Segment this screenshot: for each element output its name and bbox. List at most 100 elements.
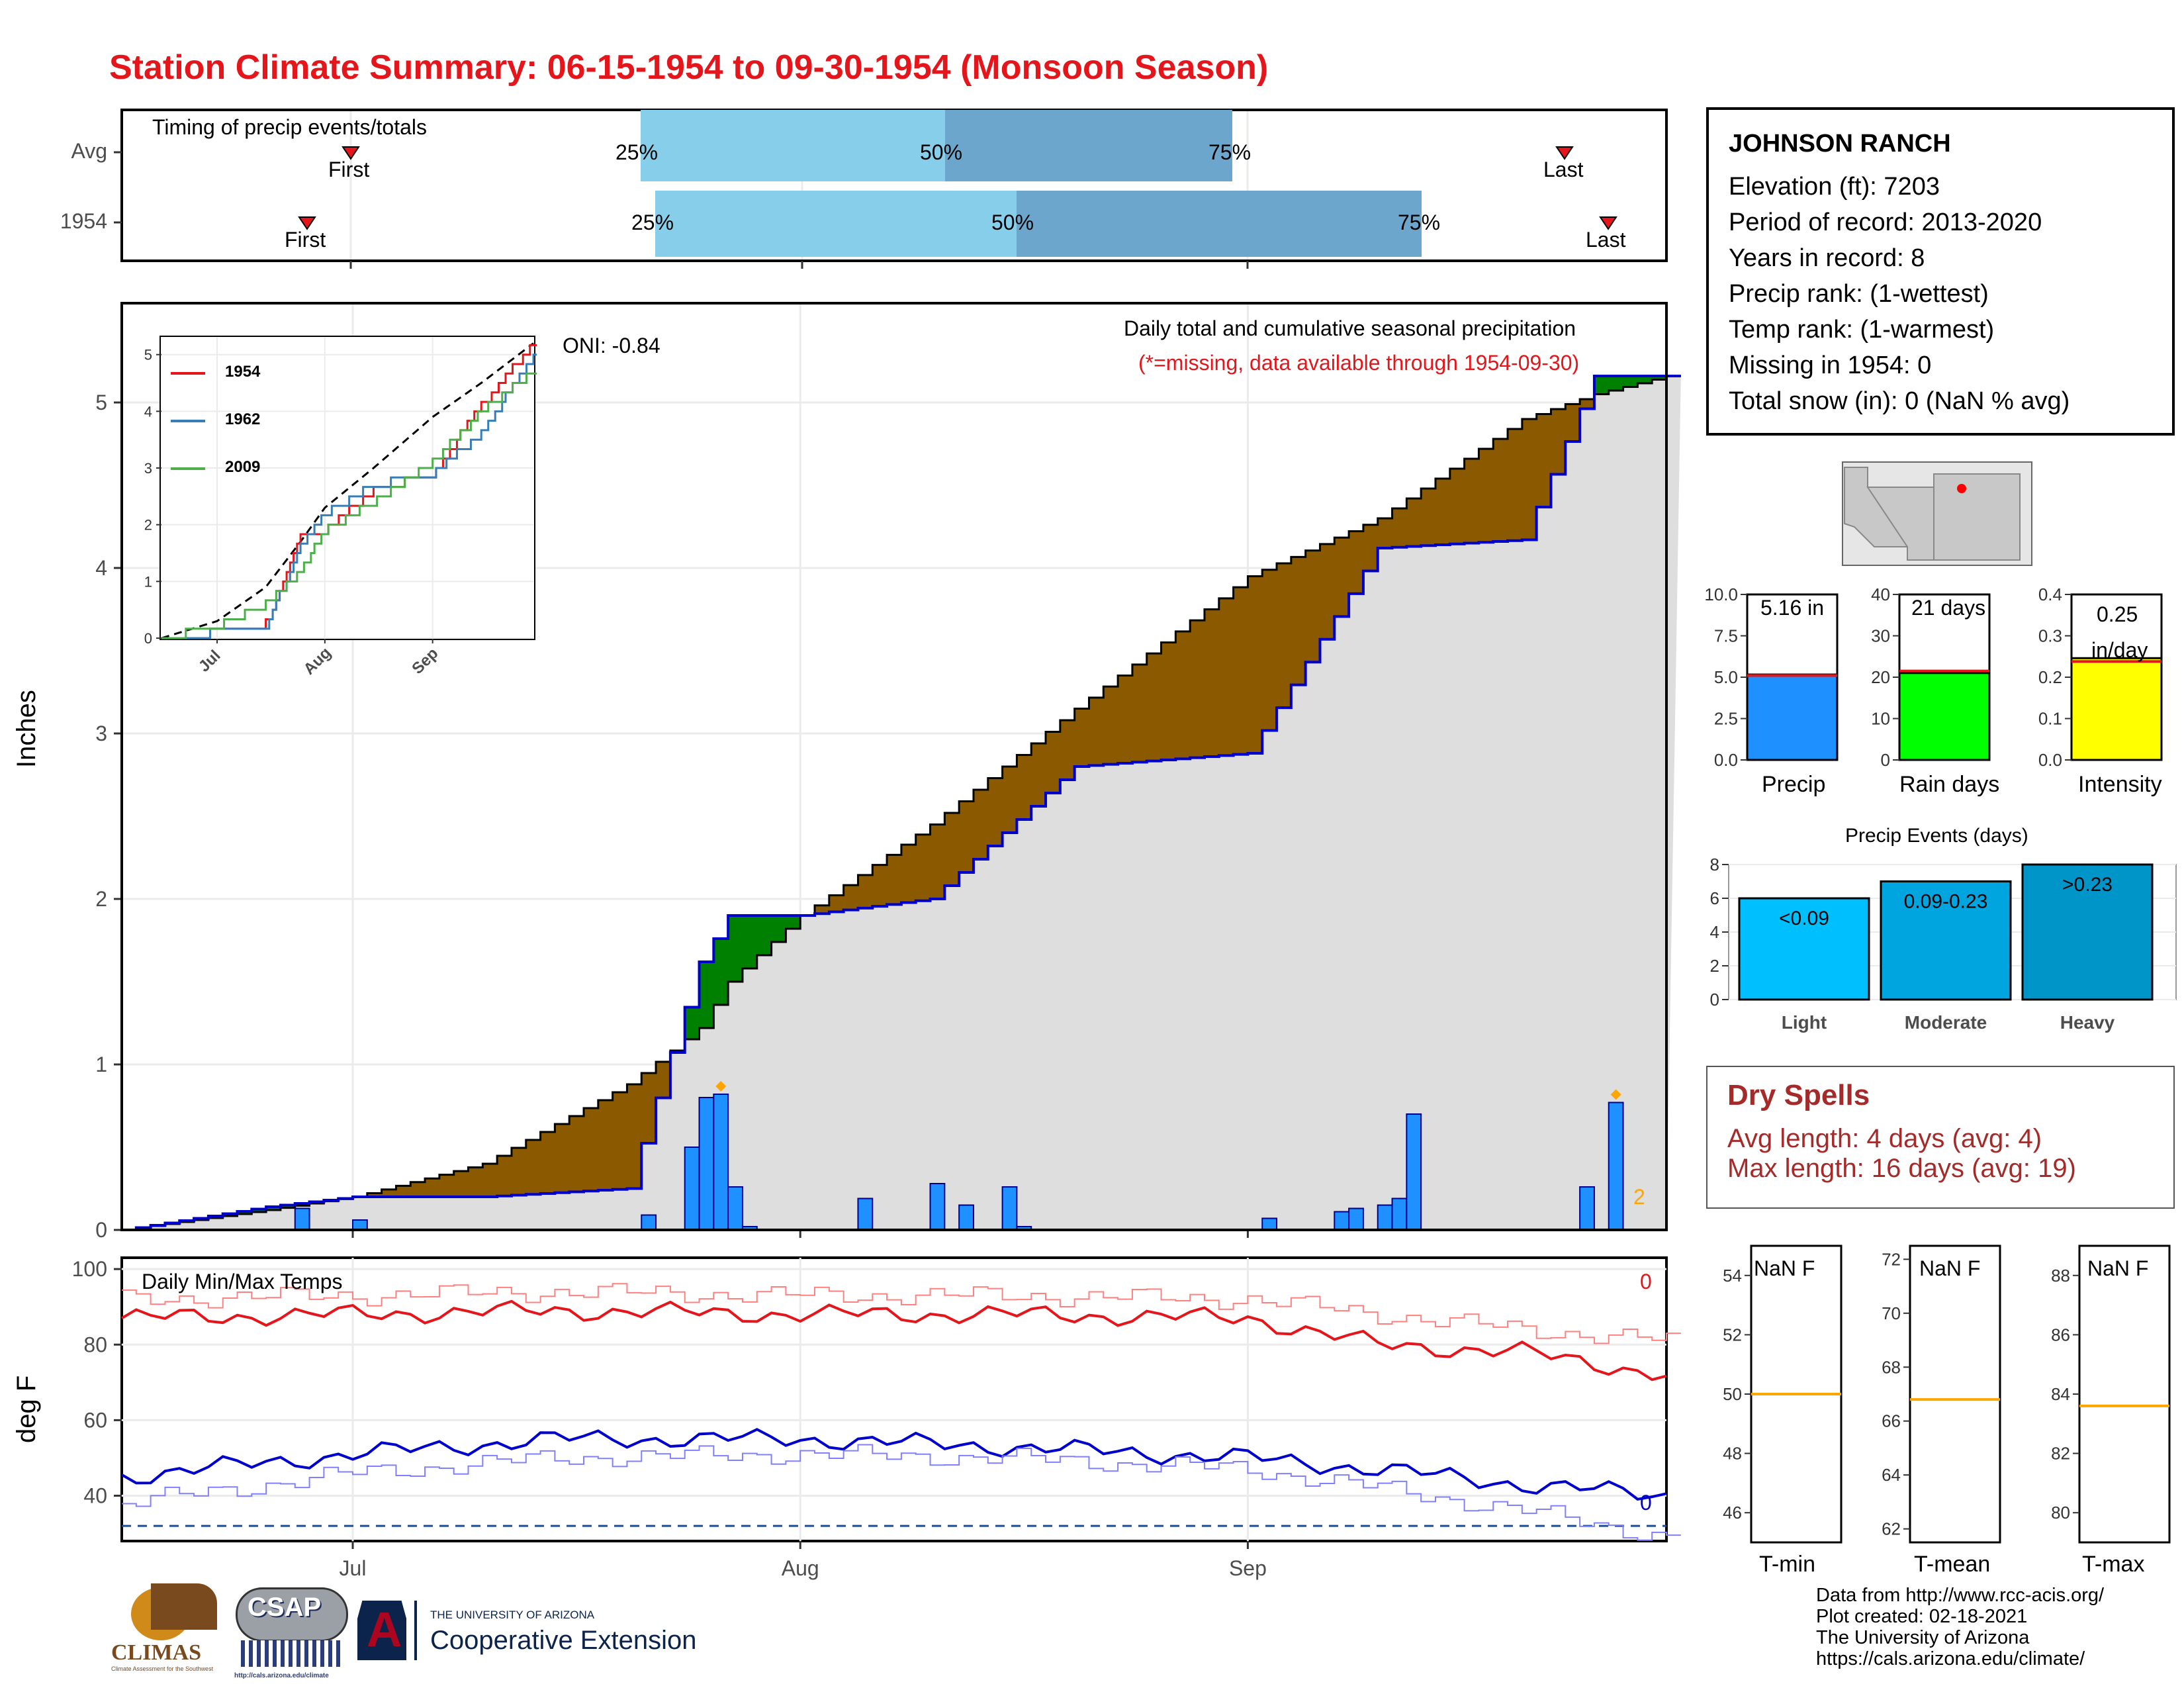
station-location-dot	[1957, 484, 1966, 493]
daily-precip-bar	[1391, 1197, 1408, 1231]
precip-ytick-label: 0	[95, 1218, 107, 1242]
precip-diff-area	[381, 1189, 396, 1197]
precip-diff-area	[1565, 404, 1580, 442]
temp-ytick-label: 40	[83, 1484, 107, 1508]
summary-bars: 0.0 2.5 5.0 7.5 10.0 0 10 20 30 40 0.0 0.1 0.2 0.3 0.4	[1704, 585, 2163, 770]
tbox-label: T-min	[1759, 1552, 1815, 1577]
daily-precip-bar	[1579, 1186, 1595, 1231]
temp-caption: Daily Min/Max Temps	[142, 1270, 343, 1293]
precip-diff-area	[1608, 376, 1624, 391]
summary-ytick-label: 7.5	[1714, 626, 1738, 646]
legend-label: 1954	[225, 363, 261, 381]
precip-ytick-label: 3	[95, 722, 107, 745]
daily-precip-bar	[1261, 1217, 1278, 1231]
precip-diff-area	[1464, 459, 1479, 543]
precip-diff-area	[1074, 708, 1089, 767]
precip-diff-area	[1103, 686, 1118, 765]
yr-p75: 75%	[1398, 211, 1441, 234]
timing-svg	[114, 109, 1668, 269]
precip-diff-area	[656, 1062, 671, 1098]
summary-label: Rain days	[1899, 772, 2000, 797]
summary-ytick-label: 40	[1871, 585, 1890, 604]
precip-diff-area	[266, 1207, 281, 1210]
precip-diff-area	[1002, 767, 1017, 833]
precip-diff-area	[208, 1216, 224, 1218]
ua-logo-icon[interactable]: A	[357, 1601, 406, 1660]
legend-swatch	[171, 467, 205, 470]
avg-p75: 75%	[1208, 140, 1251, 164]
summary-ytick-label: 10	[1871, 709, 1890, 729]
daily-precip-bar	[698, 1097, 715, 1231]
avg-bar-upper	[945, 110, 1232, 181]
summary-ytick-label: 20	[1871, 667, 1890, 687]
summary-ytick-label: 5.0	[1714, 667, 1738, 687]
temp-box-ytick-label: 52	[1723, 1325, 1742, 1344]
precip-diff-area	[612, 1092, 627, 1190]
legend-swatch	[171, 420, 205, 422]
temp-box-ytick-label: 68	[1882, 1357, 1901, 1377]
summary-ytick-label: 0.2	[2038, 667, 2062, 687]
precip-diff-area	[915, 834, 931, 901]
timing-row-label: 1954	[60, 209, 107, 233]
precip-diff-area	[742, 915, 758, 968]
precip-diff-area	[555, 1124, 570, 1193]
csap-text: CSAP	[248, 1593, 322, 1622]
summary-ytick-label: 10.0	[1704, 585, 1738, 604]
inset-ytick-label: 5	[144, 347, 152, 363]
tbox-value: NaN F	[1754, 1256, 1815, 1280]
precip-diff-area	[1349, 531, 1364, 594]
precip-diff-area	[1551, 409, 1566, 475]
precip-diff-area	[1305, 550, 1320, 663]
precip-diff-area	[771, 915, 786, 942]
precip-diff-area	[1479, 449, 1494, 543]
inset-ytick-label: 3	[144, 460, 152, 477]
page-title: Station Climate Summary: 06-15-1954 to 0…	[109, 48, 1269, 87]
dry-spells-title: Dry Spells	[1727, 1079, 1870, 1111]
yr-last-marker	[1599, 216, 1617, 230]
precip-diff-area	[684, 1007, 700, 1039]
summary-value: 21 days	[1911, 596, 1986, 620]
precip-ylabel: Inches	[12, 690, 41, 768]
precip-diff-area	[944, 813, 960, 886]
daily-precip-bar	[1348, 1207, 1364, 1231]
precip-diff-area	[497, 1156, 512, 1196]
temp-boxes: 46 48 50 52 54 62 64 66 68 70 72 80 82 84 86 88	[1723, 1244, 2171, 1544]
daily-precip-bar	[741, 1226, 758, 1231]
precip-ytick-label: 4	[95, 556, 107, 580]
tbox-label: T-mean	[1914, 1552, 1991, 1577]
precip-diff-area	[1046, 731, 1061, 793]
credits: Data from http://www.rcc-acis.org/ Plot …	[1816, 1585, 2104, 1669]
temp-xtick-label: Jul	[340, 1556, 367, 1580]
climas-mountain-icon	[151, 1583, 217, 1630]
precip-diff-area	[1623, 376, 1638, 387]
precip-diff-area	[1320, 543, 1335, 639]
avg-last-label: Last	[1543, 158, 1584, 181]
yr-p25: 25%	[631, 211, 674, 234]
events-ytick-label: 0	[1710, 990, 1719, 1009]
precip-diff-area	[641, 1073, 657, 1143]
temp-xtick-label: Sep	[1229, 1556, 1267, 1580]
precip-diff-area	[1392, 508, 1407, 547]
precip-plot-bg	[122, 303, 1666, 1230]
ua-block-a-icon	[357, 1601, 406, 1660]
legend-item: 2009	[171, 458, 303, 506]
precip-diff-area	[410, 1182, 426, 1197]
summary-value: 0.25	[2097, 602, 2138, 626]
summary-label: Precip	[1762, 772, 1826, 797]
precip-diff-area	[1233, 587, 1248, 755]
csap-logo[interactable]: CSAP http://cals.arizona.edu/climate	[232, 1583, 348, 1683]
ua-divider	[414, 1601, 417, 1660]
yr-p50: 50%	[991, 211, 1034, 234]
climas-logo[interactable]: CLIMAS Climate Assessment for the Southw…	[111, 1583, 217, 1676]
missing-count: 2	[1633, 1185, 1645, 1209]
temp-box-ytick-label: 46	[1723, 1503, 1742, 1523]
precip-diff-area	[237, 1211, 252, 1214]
precip-diff-area	[1132, 664, 1148, 763]
summary-bar	[1898, 672, 1991, 761]
precip-diff-area	[1089, 697, 1104, 766]
precip-diff-area	[1508, 429, 1523, 541]
summary-ytick-label: 0.4	[2038, 585, 2062, 604]
summary-ytick-label: 0.0	[2038, 750, 2062, 770]
missing-note: (*=missing, data available through 1954-…	[1138, 351, 1580, 375]
summary-bar	[2070, 657, 2163, 761]
